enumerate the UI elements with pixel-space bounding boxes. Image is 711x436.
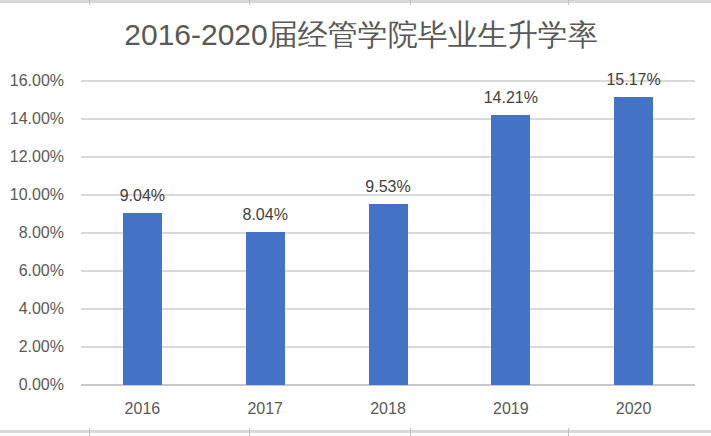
y-axis-tick-label: 2.00%	[0, 337, 64, 357]
data-label-2020: 15.17%	[606, 70, 660, 90]
bar-2016[interactable]	[123, 213, 162, 385]
y-axis-tick-label: 8.00%	[0, 223, 64, 243]
spreadsheet-column-border-tick	[249, 0, 250, 5]
spreadsheet-gridline-bottom	[0, 430, 711, 433]
spreadsheet-column-border-tick	[249, 428, 250, 436]
spreadsheet-gridline-top	[0, 0, 711, 3]
data-label-2019: 14.21%	[484, 88, 538, 108]
gridline	[81, 80, 695, 82]
spreadsheet-column-border-tick	[89, 428, 90, 436]
y-axis-tick-label: 10.00%	[0, 185, 64, 205]
x-axis-tick-label: 2017	[247, 399, 283, 419]
excel-chart-area: 2016-2020届经管学院毕业生升学率 9.04% 8.04% 9.53% 14.2…	[0, 0, 711, 436]
chart-title[interactable]: 2016-2020届经管学院毕业生升学率	[124, 17, 597, 53]
y-axis-tick-label: 14.00%	[0, 109, 64, 129]
spreadsheet-column-border-tick	[410, 0, 411, 5]
gridline	[81, 156, 695, 158]
x-axis-tick-label: 2019	[493, 399, 529, 419]
bar-2018[interactable]	[369, 204, 408, 385]
data-label-2017: 8.04%	[243, 205, 288, 225]
x-axis-tick-label: 2016	[125, 399, 161, 419]
data-label-2016: 9.04%	[120, 186, 165, 206]
data-label-2018: 9.53%	[365, 177, 410, 197]
spreadsheet-column-border-tick	[568, 0, 569, 5]
gridline	[81, 118, 695, 120]
bar-2020[interactable]	[614, 97, 653, 385]
bar-2017[interactable]	[246, 232, 285, 385]
x-axis-tick-label: 2020	[616, 399, 652, 419]
plot-area: 9.04%8.04%9.53%14.21%15.17%	[81, 81, 695, 385]
y-axis-tick-label: 4.00%	[0, 299, 64, 319]
y-axis-tick-label: 0.00%	[0, 375, 64, 395]
spreadsheet-column-border-tick	[410, 428, 411, 436]
y-axis-tick-label: 16.00%	[0, 71, 64, 91]
y-axis-tick-label: 12.00%	[0, 147, 64, 167]
spreadsheet-column-border-tick	[89, 0, 90, 5]
x-axis-tick-label: 2018	[370, 399, 406, 419]
bar-2019[interactable]	[491, 115, 530, 385]
spreadsheet-column-border-tick	[568, 428, 569, 436]
y-axis-tick-label: 6.00%	[0, 261, 64, 281]
